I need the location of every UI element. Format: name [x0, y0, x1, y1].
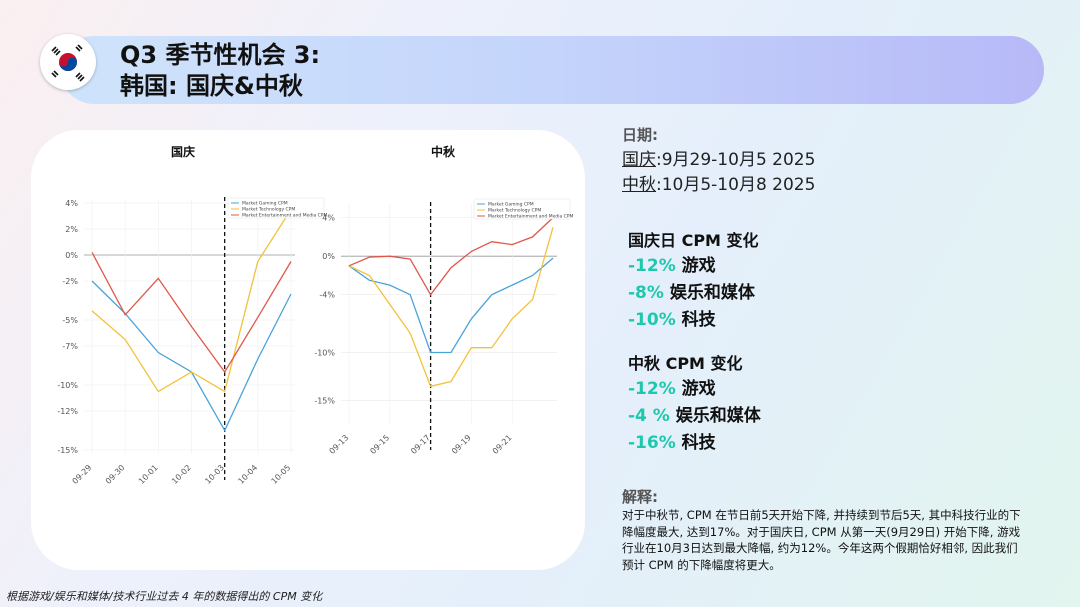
chart-zhongqiu: 中秋 4% 0% -4% -10% -15% 09-13 09-15 09-17 09-19 09-…: [314, 144, 573, 456]
change-label: 娱乐和媒体: [663, 283, 755, 303]
legend-label: Market Entertainment and Media CPM: [488, 214, 573, 220]
footer-note: 根据游戏/娱乐和媒体/技术行业过去 4 年的数据得出的 CPM 变化: [6, 590, 323, 603]
y-tick-label: -12%: [57, 407, 78, 416]
south-korea-flag-icon: [40, 34, 96, 90]
zhongqiu-change-title: 中秋 CPM 变化: [628, 354, 743, 373]
series-line-technology: [91, 209, 292, 393]
change-pct: -12%: [628, 379, 676, 399]
dates-label: 日期:: [622, 126, 658, 144]
y-tick-label: -7%: [62, 342, 78, 351]
chart-title: 国庆: [171, 144, 195, 159]
x-tick-label: 09-30: [104, 463, 127, 486]
y-tick-label: -10%: [57, 381, 78, 390]
charts-svg: 国庆 4% 2% 0% -2% -5% -7% -10% -12% -15% 09-29 09-30 1…: [57, 144, 573, 486]
legend-box: [473, 198, 571, 220]
y-tick-label: 0%: [322, 252, 335, 261]
zhongqiu-dates: 中秋:10月5-10月8 2025: [622, 170, 815, 195]
guoqing-name: 国庆: [622, 150, 656, 170]
zhongqiu-name: 中秋: [622, 175, 656, 195]
change-label: 娱乐和媒体: [669, 406, 761, 426]
x-tick-label: 09-17: [409, 433, 432, 456]
x-tick-label: 09-29: [71, 463, 94, 486]
title-line-2: 韩国: 国庆&中秋: [120, 72, 303, 100]
legend-label: Market Technology CPM: [488, 208, 541, 214]
guoqing-tech: -10% 科技: [628, 307, 759, 334]
x-tick-label: 09-15: [368, 433, 391, 456]
change-pct: -12%: [628, 256, 676, 276]
legend-label: Market Entertainment and Media CPM: [242, 213, 327, 219]
legend-label: Market Gaming CPM: [488, 202, 534, 208]
guoqing-change-block: 国庆日 CPM 变化 -12% 游戏 -8% 娱乐和媒体 -10% 科技: [628, 227, 759, 334]
guoqing-range: :9月29-10月5 2025: [656, 150, 816, 170]
y-tick-label: 2%: [65, 225, 78, 234]
series-line-media: [91, 252, 292, 374]
change-pct: -10%: [628, 310, 676, 330]
legend-box: [227, 197, 325, 219]
explanation-block: 解释: 对于中秋节, CPM 在节日前5天开始下降, 并持续到节后5天, 其中科…: [622, 486, 1022, 573]
y-tick-label: -4%: [319, 291, 335, 300]
zhongqiu-media: -4 % 娱乐和媒体: [628, 403, 761, 430]
explanation-label: 解释:: [622, 488, 658, 506]
y-tick-label: -5%: [62, 316, 78, 325]
x-tick-label: 10-03: [203, 463, 226, 486]
zhongqiu-change-block: 中秋 CPM 变化 -12% 游戏 -4 % 娱乐和媒体 -16% 科技: [628, 350, 761, 457]
zhongqiu-range: :10月5-10月8 2025: [656, 175, 816, 195]
change-pct: -8%: [628, 283, 664, 303]
guoqing-gaming: -12% 游戏: [628, 253, 759, 280]
change-label: 游戏: [675, 379, 716, 399]
x-tick-label: 10-04: [236, 463, 259, 486]
guoqing-dates: 国庆:9月29-10月5 2025: [622, 145, 815, 170]
zhongqiu-gaming: -12% 游戏: [628, 376, 761, 403]
y-tick-label: 4%: [65, 199, 78, 208]
change-label: 科技: [675, 433, 716, 453]
zhongqiu-tech: -16% 科技: [628, 430, 761, 457]
guoqing-change-title: 国庆日 CPM 变化: [628, 231, 759, 250]
legend-label: Market Gaming CPM: [242, 201, 288, 207]
change-pct: -16%: [628, 433, 676, 453]
x-tick-label: 09-13: [328, 433, 351, 456]
y-tick-label: -10%: [314, 349, 335, 358]
change-label: 科技: [675, 310, 716, 330]
page-title: Q3 季节性机会 3: 韩国: 国庆&中秋: [120, 40, 320, 102]
legend-label: Market Technology CPM: [242, 207, 295, 213]
x-tick-label: 10-01: [137, 463, 160, 486]
series-line-gaming: [348, 257, 554, 354]
change-label: 游戏: [675, 256, 716, 276]
y-tick-label: -15%: [314, 397, 335, 406]
title-line-1: Q3 季节性机会 3:: [120, 41, 321, 69]
explanation-text: 对于中秋节, CPM 在节日前5天开始下降, 并持续到节后5天, 其中科技行业的…: [622, 508, 1021, 572]
series-line-media: [348, 217, 554, 296]
dates-block: 日期: 国庆:9月29-10月5 2025 中秋:10月5-10月8 2025: [622, 124, 815, 195]
y-tick-label: -15%: [57, 446, 78, 455]
y-tick-label: -2%: [62, 277, 78, 286]
y-tick-label: 4%: [322, 214, 335, 223]
chart-card: 国庆 4% 2% 0% -2% -5% -7% -10% -12% -15% 09-29 09-30 1…: [31, 130, 585, 570]
x-tick-label: 10-02: [170, 463, 193, 486]
chart-guoqing: 国庆 4% 2% 0% -2% -5% -7% -10% -12% -15% 09-29 09-30 1…: [57, 144, 327, 486]
chart-title: 中秋: [431, 144, 456, 159]
x-tick-label: 09-21: [491, 433, 514, 456]
series-line-technology: [348, 227, 554, 388]
guoqing-media: -8% 娱乐和媒体: [628, 280, 759, 307]
x-tick-label: 10-05: [270, 463, 293, 486]
y-tick-label: 0%: [65, 251, 78, 260]
header-banner: [60, 36, 1044, 104]
change-pct: -4 %: [628, 406, 670, 426]
x-tick-label: 09-19: [450, 433, 473, 456]
